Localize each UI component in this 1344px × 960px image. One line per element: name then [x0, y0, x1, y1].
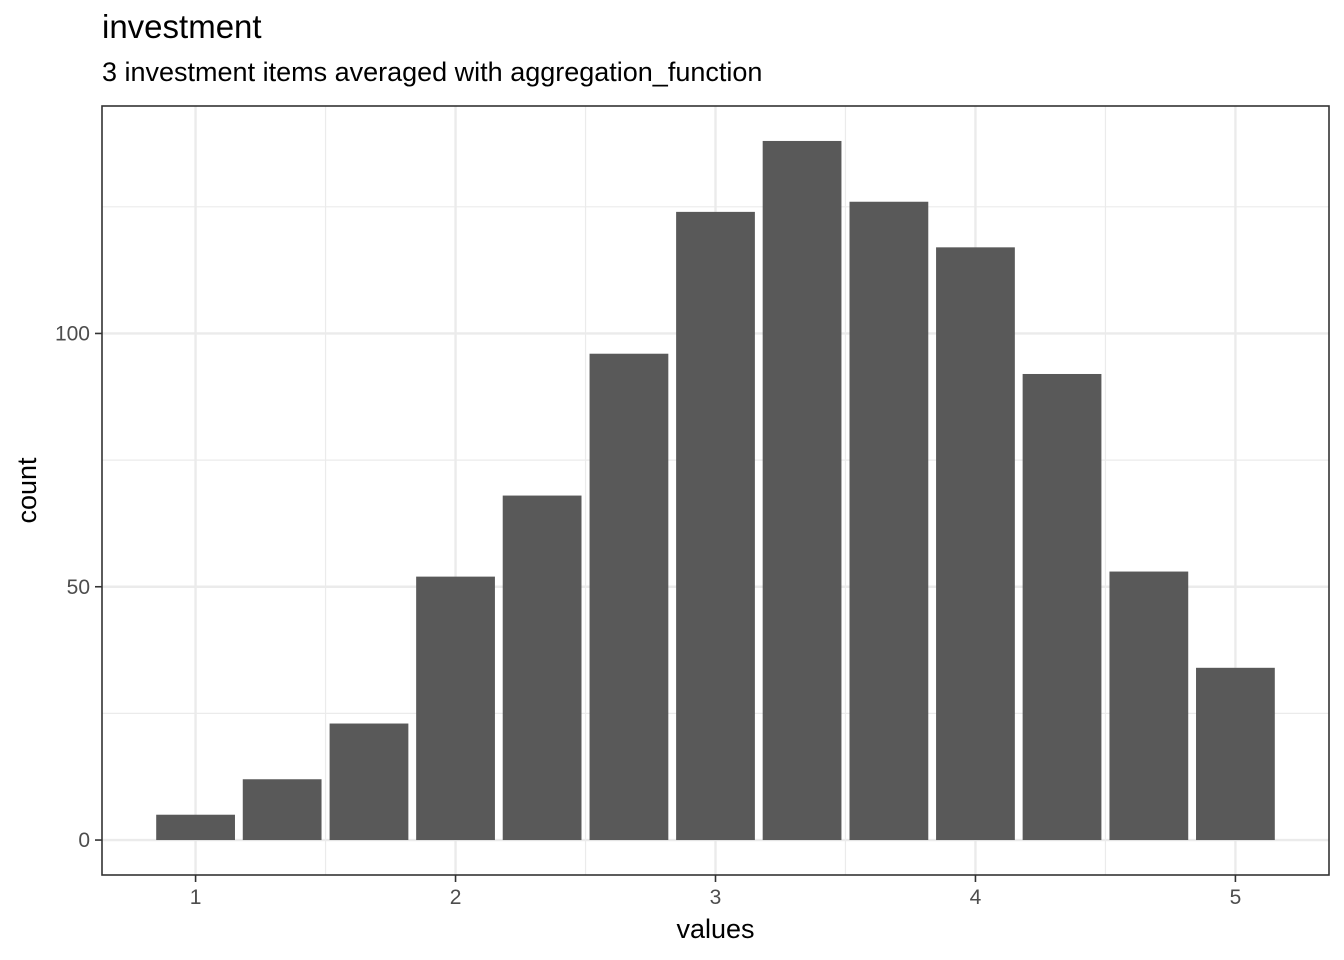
histogram-bar [589, 353, 669, 841]
x-tick-label: 1 [190, 886, 202, 909]
y-axis: 0 50 100 [55, 322, 102, 852]
y-tick-label: 50 [67, 576, 90, 599]
y-axis-title: count [12, 457, 42, 524]
x-axis: 1 2 3 4 5 [190, 875, 1242, 909]
y-tick-label: 0 [78, 829, 90, 852]
histogram-bar [156, 814, 235, 841]
x-tick-label: 5 [1230, 886, 1242, 909]
x-tick-label: 2 [450, 886, 462, 909]
histogram-bar [329, 723, 409, 841]
histogram-bar [502, 495, 582, 841]
histogram-bar [242, 779, 322, 841]
histogram-bar [416, 576, 495, 841]
x-axis-title: values [676, 914, 754, 944]
chart-subtitle: 3 investment items averaged with aggrega… [102, 57, 763, 87]
x-tick-label: 3 [710, 886, 722, 909]
histogram-bar [676, 211, 755, 841]
histogram-bar [936, 247, 1015, 841]
histogram-bar [1022, 373, 1102, 841]
x-tick-label: 4 [970, 886, 982, 909]
bars [156, 140, 1275, 841]
histogram-bar [1196, 667, 1275, 841]
chart-title: investment [102, 8, 262, 45]
histogram-bar [762, 140, 842, 841]
histogram-bar [1109, 571, 1189, 841]
histogram-bar [849, 201, 929, 841]
y-tick-label: 100 [55, 322, 90, 345]
